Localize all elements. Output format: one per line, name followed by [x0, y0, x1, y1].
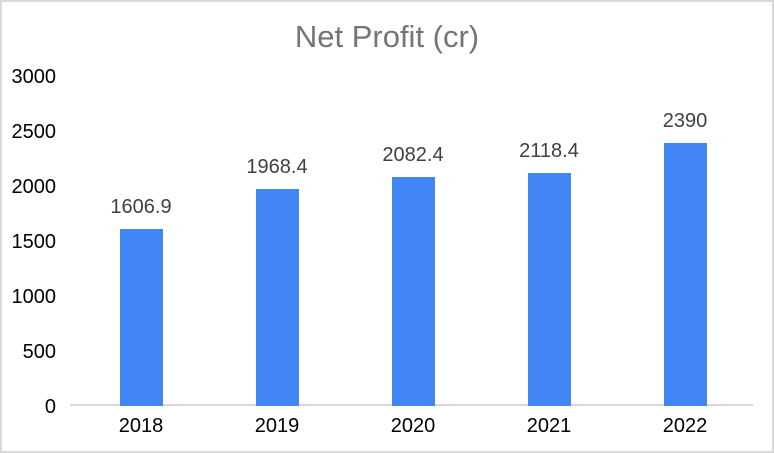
bar-value-label: 1606.9: [110, 196, 172, 218]
x-tick-label: 2018: [118, 415, 164, 437]
y-tick-label: 1500: [11, 230, 57, 253]
x-tick-label: 2022: [662, 415, 708, 437]
x-tick-label: 2021: [526, 415, 572, 437]
bar-2018: [119, 229, 163, 406]
bar-value-label: 1968.4: [246, 156, 308, 178]
bar-2021: [527, 173, 571, 406]
bar-value-label: 2118.4: [519, 140, 579, 162]
x-tick-label: 2020: [390, 415, 436, 437]
x-tick-label: 2019: [254, 415, 300, 437]
chart-title: Net Profit (cr): [294, 19, 480, 54]
y-tick-label: 2500: [11, 120, 57, 143]
bar-value-label: 2390: [662, 110, 708, 132]
y-tick-label: 500: [22, 340, 56, 363]
y-tick-label: 1000: [11, 285, 57, 308]
bar-2022: [663, 143, 707, 406]
bar-2020: [391, 177, 435, 406]
y-tick-label: 2000: [11, 175, 57, 198]
bar-2019: [255, 189, 299, 406]
y-tick-label: 3000: [11, 65, 57, 88]
bar-value-label: 2082.4: [382, 144, 444, 166]
y-tick-label: 0: [44, 395, 56, 418]
